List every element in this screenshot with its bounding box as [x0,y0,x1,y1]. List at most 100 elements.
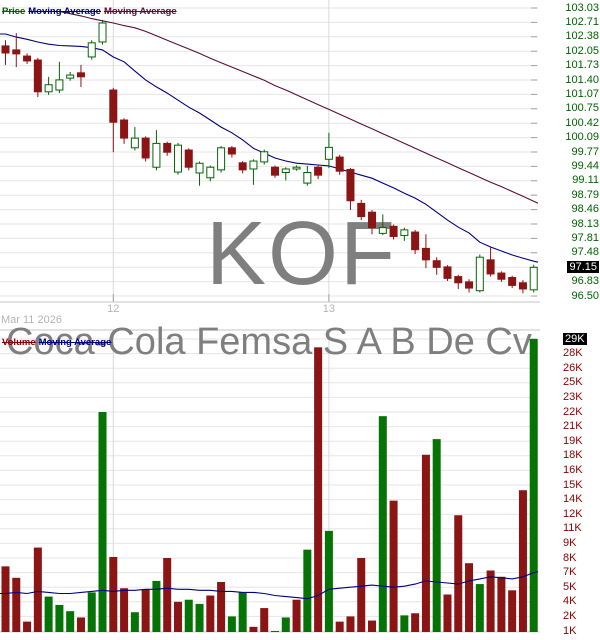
candle-body [120,119,129,139]
volume-bar [12,577,21,632]
candle-body [421,247,430,261]
volume-bar [421,454,430,632]
volume-bar [378,416,387,632]
candle-body [368,211,377,229]
candle-body [1,45,10,54]
grid-layer [0,0,540,633]
candle-body [357,202,366,218]
candle-body [184,149,193,168]
volume-bar [195,603,204,632]
volume-bar [443,594,452,632]
candle-body [55,79,64,91]
candle-body [76,72,85,78]
candle-body [346,168,355,202]
candle-body [475,256,484,292]
volume-bar [314,347,323,632]
candle-body [454,276,463,284]
volume-bar [184,599,193,632]
series-layer [0,10,539,632]
volume-bar [518,490,527,632]
volume-bar [141,589,150,632]
volume-bar [23,621,32,632]
volume-bar [163,558,172,632]
candle-body [292,166,301,170]
volume-bar [454,515,463,632]
candle-body [314,166,323,176]
candle-body [389,225,398,237]
candle-body [497,272,506,280]
candle-body [152,142,161,168]
volume-bar [432,439,441,632]
volume-bar [1,566,10,632]
candle-body [271,166,279,176]
volume-bar [324,530,333,632]
candle-body [249,160,258,170]
volume-bar [508,590,517,632]
candle-body [87,42,96,58]
candle-body [508,276,517,286]
volume-bar [368,620,377,632]
candle-body [411,231,420,251]
candle-body [173,144,182,173]
volume-bar [497,576,506,632]
candle-body [432,260,441,268]
candle-body [23,55,32,62]
volume-bar [335,621,344,632]
candle-body [163,142,172,153]
candle-body [217,147,226,171]
candle-body [260,151,269,163]
volume-moving-average-line [0,571,539,600]
volume-bar [271,631,279,632]
volume-bar [292,599,301,632]
volume-bar [109,556,118,632]
candle-body [109,89,118,123]
volume-bar [411,613,420,632]
candle-body [443,266,452,279]
volume-bar [389,500,398,632]
volume-bar [475,584,484,632]
candle-body [206,166,215,179]
volume-bar [66,611,75,632]
candle-body [465,281,474,289]
volume-bar [76,617,85,632]
candle-body [238,162,247,171]
price-moving-average-line [0,33,539,263]
candle-body [66,74,75,79]
candle-body [518,282,527,290]
long-moving-average-line [59,10,539,204]
volume-bar [346,616,355,632]
volume-bar [303,549,312,632]
candle-body [33,59,42,93]
candle-body [335,156,344,172]
volume-bar [486,570,495,632]
candle-body [44,84,53,93]
candle-body [486,259,495,275]
candle-body [281,168,290,174]
volume-bar [44,596,53,632]
volume-bar [55,604,64,632]
candle-body [12,49,21,55]
company-name-watermark: Coca-Cola Femsa S A B De Cv [6,321,532,363]
volume-bar [529,339,538,632]
volume-bar [120,588,129,632]
candle-body [98,22,107,43]
volume-bar [260,608,269,632]
ticker-watermark: KOF [206,204,397,304]
volume-bar [152,580,161,632]
volume-bar [400,615,409,632]
volume-bar [173,601,182,632]
volume-bar [238,592,247,632]
candle-body [195,162,204,174]
volume-bar [357,558,366,632]
volume-bar [465,563,474,632]
volume-bar [249,626,258,632]
candle-body [400,229,409,237]
candle-body [141,137,150,159]
volume-bar [217,581,226,632]
volume-bar [87,592,96,632]
candle-body [130,137,139,149]
volume-bar [227,616,236,632]
volume-bar [281,617,290,632]
